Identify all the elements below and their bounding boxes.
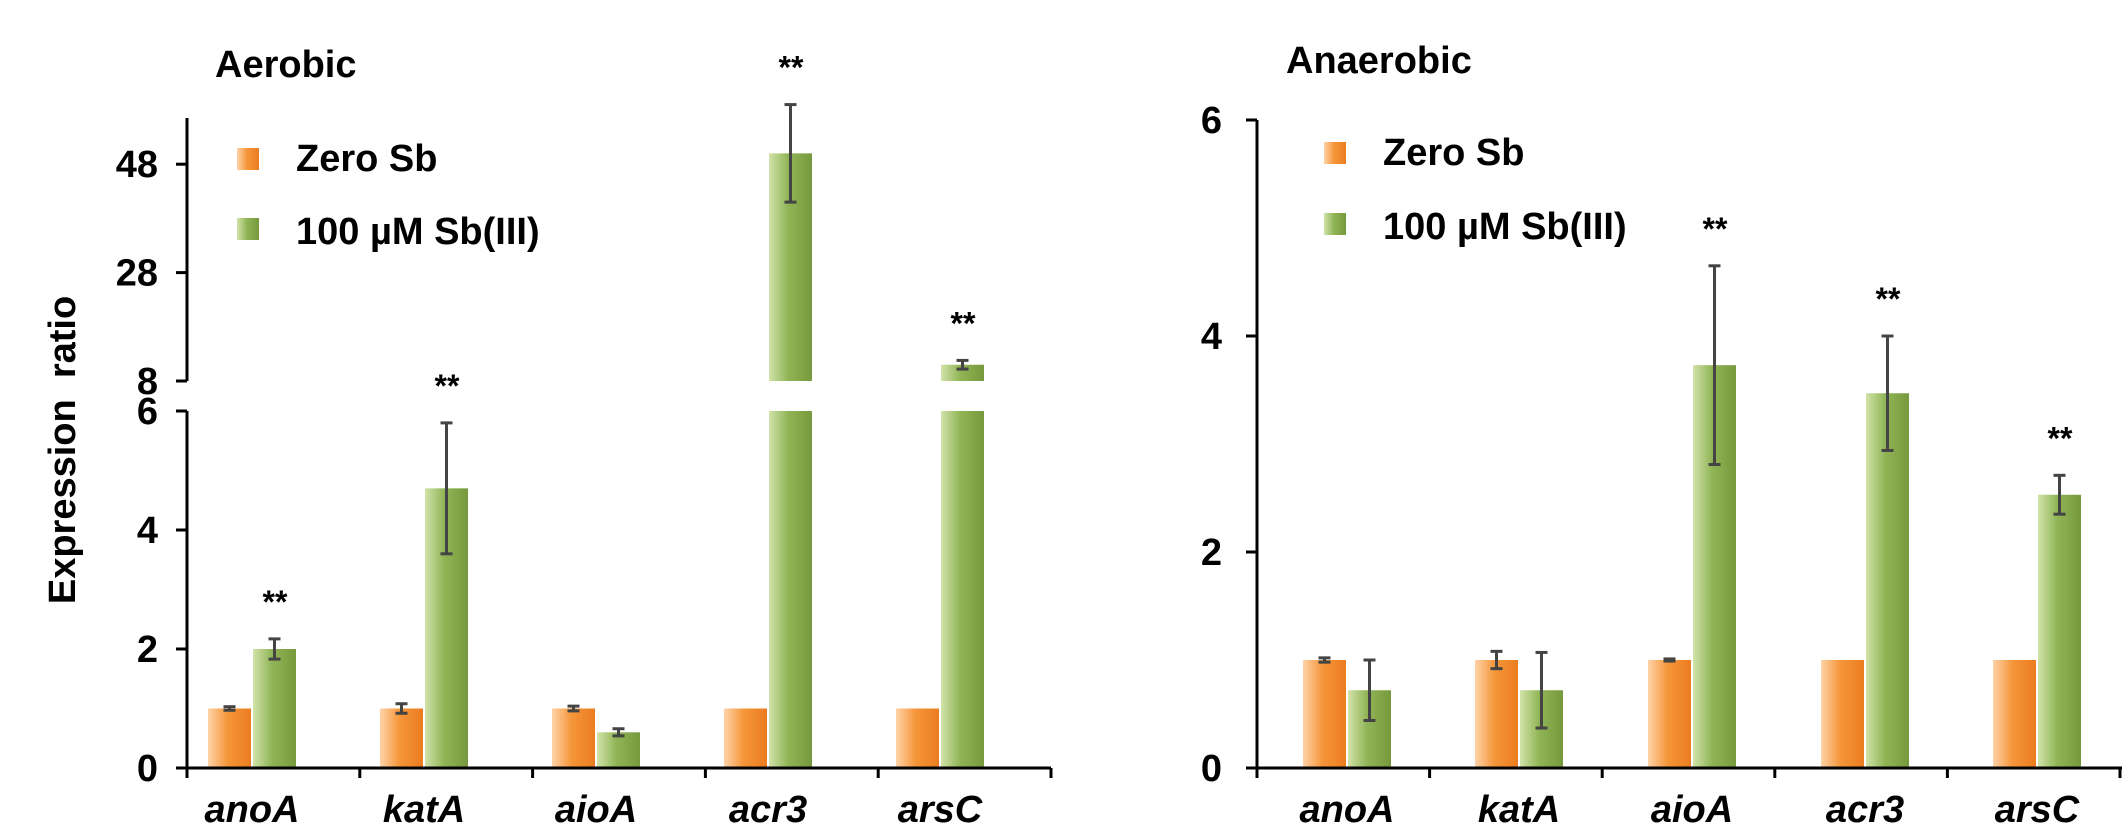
aerobic-significance-marker: ** (951, 305, 976, 341)
aerobic-y-tick-label: 4 (137, 510, 158, 552)
aerobic-y-tick-label: 48 (116, 144, 158, 186)
anaerobic-x-tick-label: aioA (1651, 789, 1733, 829)
aerobic-bar (597, 732, 640, 768)
aerobic-legend-swatch-zero-sb (237, 148, 259, 170)
aerobic-x-tick-label: arsC (898, 789, 983, 829)
aerobic-bar (724, 708, 767, 768)
anaerobic-legend-label-zero-sb: Zero Sb (1383, 132, 1524, 174)
anaerobic-significance-marker: ** (1876, 281, 1901, 317)
anaerobic-bars: ** ** ** (1303, 211, 2081, 768)
anaerobic-x-tick-label: acr3 (1826, 789, 1904, 829)
anaerobic-x-tick-label: arsC (1995, 789, 2080, 829)
anaerobic-legend: Zero Sb 100 µM Sb(III) (1324, 132, 1627, 248)
anaerobic-x-tick-label: anoA (1300, 789, 1395, 829)
aerobic-y-tick-label: 8 (137, 361, 158, 403)
anaerobic-title: Anaerobic (1286, 40, 1472, 82)
aerobic-legend-label-zero-sb: Zero Sb (296, 138, 437, 180)
aerobic-y-axis-label: Expression ratio (42, 296, 84, 604)
aerobic-bar (552, 708, 595, 768)
aerobic-x-tick-label: aioA (555, 789, 637, 829)
anaerobic-y-tick-label: 0 (1201, 748, 1222, 790)
aerobic-panel: Aerobic Expression ratio Zero Sb 100 µM … (42, 44, 1053, 829)
aerobic-bars: ** ** ** ** (208, 50, 984, 768)
aerobic-y-tick-label: 28 (116, 253, 158, 295)
aerobic-x-tick-label: acr3 (729, 789, 807, 829)
aerobic-x-tick-label: anoA (205, 789, 300, 829)
aerobic-y-tick-label: 2 (137, 629, 158, 671)
anaerobic-y-tick-label: 4 (1201, 316, 1222, 358)
aerobic-bar (253, 649, 296, 768)
anaerobic-significance-marker: ** (2048, 420, 2073, 456)
anaerobic-legend-swatch-zero-sb (1324, 142, 1346, 164)
aerobic-bar (941, 411, 984, 768)
anaerobic-y-axis: 0 2 4 6 (1201, 100, 1259, 790)
anaerobic-legend-label-sb-iii: 100 µM Sb(III) (1383, 206, 1627, 248)
aerobic-title: Aerobic (215, 44, 356, 86)
anaerobic-panel: Anaerobic Zero Sb 100 µM Sb(III) 0 2 4 6 **… (1201, 40, 2122, 829)
anaerobic-x-tick-label: katA (1478, 789, 1560, 829)
anaerobic-bar (1993, 660, 2036, 768)
aerobic-bar (896, 708, 939, 768)
anaerobic-bar (1475, 660, 1518, 768)
aerobic-x-tick-label: katA (383, 789, 465, 829)
aerobic-y-tick-label: 6 (137, 391, 158, 433)
aerobic-bar (941, 364, 984, 381)
anaerobic-bar (2038, 494, 2081, 768)
anaerobic-bar (1303, 660, 1346, 768)
anaerobic-y-tick-label: 2 (1201, 532, 1222, 574)
aerobic-significance-marker: ** (263, 584, 288, 620)
aerobic-significance-marker: ** (779, 50, 804, 86)
aerobic-legend-swatch-sb-iii (237, 218, 259, 240)
anaerobic-bar (1821, 660, 1864, 768)
aerobic-bar (380, 708, 423, 768)
aerobic-significance-marker: ** (435, 368, 460, 404)
aerobic-x-axis: anoA katA aioA acr3 arsC (185, 766, 1053, 829)
anaerobic-ticks: 0 2 4 6 (1201, 100, 1257, 790)
anaerobic-significance-marker: ** (1703, 211, 1728, 247)
aerobic-bar (769, 411, 812, 768)
aerobic-bar (208, 708, 251, 768)
anaerobic-bar (1648, 660, 1691, 768)
aerobic-y-axis: 8 28 48 0 2 4 6 (116, 118, 189, 790)
aerobic-upper-ticks: 8 28 48 (116, 144, 187, 403)
anaerobic-legend-swatch-sb-iii (1324, 213, 1346, 235)
anaerobic-x-axis: anoA katA aioA acr3 arsC (1255, 766, 2122, 829)
aerobic-legend-label-sb-iii: 100 µM Sb(III) (296, 211, 540, 253)
aerobic-y-tick-label: 0 (137, 748, 158, 790)
aerobic-legend: Zero Sb 100 µM Sb(III) (237, 138, 540, 253)
aerobic-lower-ticks: 0 2 4 6 (137, 391, 187, 790)
anaerobic-y-tick-label: 6 (1201, 100, 1222, 142)
anaerobic-bar (1866, 393, 1909, 768)
